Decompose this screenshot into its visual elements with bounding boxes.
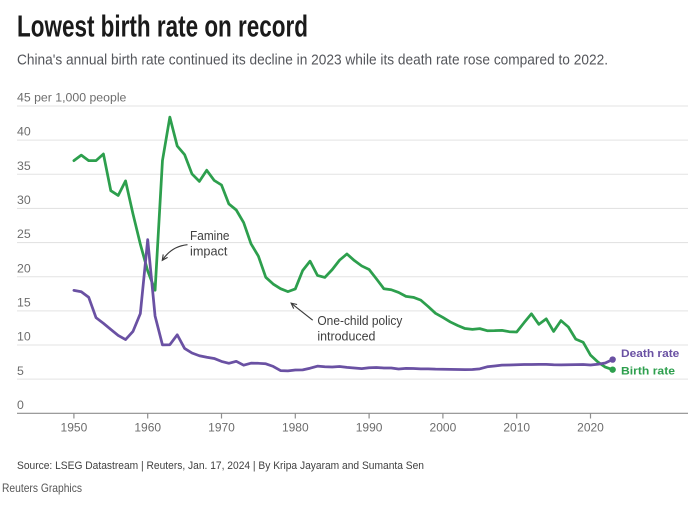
annotation-arrowhead bbox=[290, 302, 298, 309]
y-tick-label-20: 20 bbox=[17, 261, 31, 275]
x-tick-label-2020: 2020 bbox=[577, 421, 604, 435]
y-tick-label-40: 40 bbox=[17, 125, 31, 139]
brand-footer: Reuters Graphics bbox=[2, 481, 82, 495]
y-tick-label-5: 5 bbox=[17, 364, 24, 378]
y-tick-label-10: 10 bbox=[17, 330, 31, 344]
x-axis bbox=[17, 412, 688, 419]
birth-rate-line bbox=[72, 115, 615, 372]
death-rate-line bbox=[72, 238, 615, 373]
x-tick-label-1970: 1970 bbox=[208, 421, 235, 435]
annotation-text-line: introduced bbox=[317, 329, 375, 344]
x-tick-label-1950: 1950 bbox=[61, 421, 88, 435]
source-note: Source: LSEG Datastream | Reuters, Jan. … bbox=[17, 460, 424, 472]
chart-title: Lowest birth rate on record bbox=[17, 10, 308, 44]
legend: Birth rate Death rate bbox=[621, 348, 679, 378]
x-tick-labels: 1950 1960 1970 1980 1990 2000 2010 2020 bbox=[61, 421, 605, 435]
legend-label-death-rate: Death rate bbox=[621, 348, 679, 360]
data-lines bbox=[72, 115, 616, 373]
annotation-text-line: impact bbox=[190, 244, 228, 259]
y-axis-unit-label: 45 per 1,000 people bbox=[17, 91, 127, 105]
annotation-arrow bbox=[161, 244, 188, 261]
y-tick-label-0: 0 bbox=[17, 398, 24, 412]
y-tick-labels: 0 5 10 15 20 25 30 35 40 bbox=[17, 125, 31, 412]
y-tick-label-30: 30 bbox=[17, 193, 31, 207]
annotation-text-line: Famine bbox=[190, 228, 230, 243]
x-tick-label-1980: 1980 bbox=[282, 421, 309, 435]
x-tick-label-1960: 1960 bbox=[134, 421, 161, 435]
x-tick-label-2000: 2000 bbox=[430, 421, 457, 435]
gridlines bbox=[17, 105, 688, 380]
birth-rate-end-dot bbox=[609, 366, 616, 373]
annotation-text-line: One-child policy bbox=[317, 313, 402, 328]
annotation-arrow bbox=[290, 302, 314, 321]
x-tick-label-1990: 1990 bbox=[356, 421, 383, 435]
legend-label-birth-rate: Birth rate bbox=[621, 366, 675, 378]
annotation-arrowhead bbox=[161, 254, 168, 262]
x-tick-label-2010: 2010 bbox=[503, 421, 530, 435]
y-tick-label-15: 15 bbox=[17, 295, 31, 309]
death-rate-end-dot bbox=[609, 356, 616, 363]
y-tick-label-35: 35 bbox=[17, 159, 31, 173]
chart-subtitle: China's annual birth rate continued its … bbox=[17, 51, 608, 68]
y-tick-label-25: 25 bbox=[17, 227, 31, 241]
